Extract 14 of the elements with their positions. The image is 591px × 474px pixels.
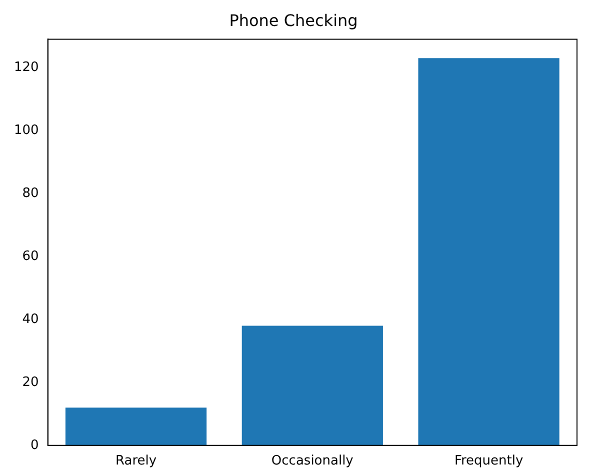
x-tick-label: Occasionally	[271, 454, 354, 469]
chart-title: Phone Checking	[229, 10, 358, 30]
y-tick-label: 40	[22, 312, 39, 327]
bar	[242, 326, 383, 446]
y-tick-label: 20	[22, 374, 39, 390]
bar	[65, 408, 207, 446]
y-tick-label: 120	[14, 60, 39, 75]
x-tick-label: Rarely	[115, 454, 157, 469]
bar	[418, 58, 560, 446]
x-tick-label: Frequently	[454, 454, 524, 469]
y-tick-label: 100	[14, 122, 39, 138]
y-tick-label: 60	[22, 248, 39, 264]
y-tick-label: 80	[22, 186, 39, 201]
y-tick-label: 0	[30, 438, 39, 453]
